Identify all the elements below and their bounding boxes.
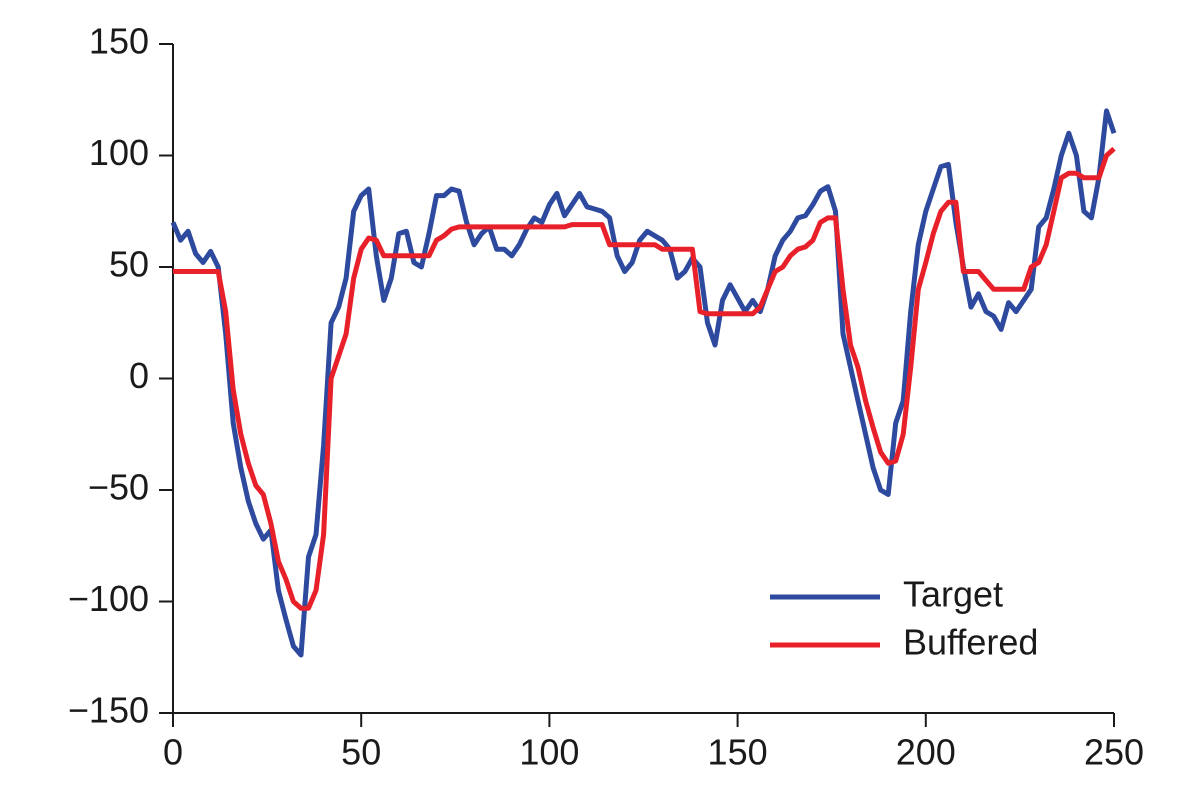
y-tick-label: 100 — [89, 132, 149, 173]
y-tick-label: −150 — [68, 690, 149, 731]
x-tick-label: 250 — [1084, 732, 1144, 773]
y-tick-label: −100 — [68, 578, 149, 619]
x-tick-label: 50 — [341, 732, 381, 773]
x-tick-label: 150 — [708, 732, 768, 773]
y-tick-label: 0 — [129, 355, 149, 396]
y-tick-label: 50 — [109, 244, 149, 285]
y-tick-label: 150 — [89, 21, 149, 62]
x-tick-label: 100 — [519, 732, 579, 773]
x-tick-label: 0 — [163, 732, 183, 773]
legend-label: Buffered — [903, 622, 1038, 663]
series-line — [173, 146, 1116, 611]
legend-label: Target — [903, 574, 1003, 615]
y-tick-label: −50 — [88, 467, 149, 508]
x-tick-label: 200 — [896, 732, 956, 773]
